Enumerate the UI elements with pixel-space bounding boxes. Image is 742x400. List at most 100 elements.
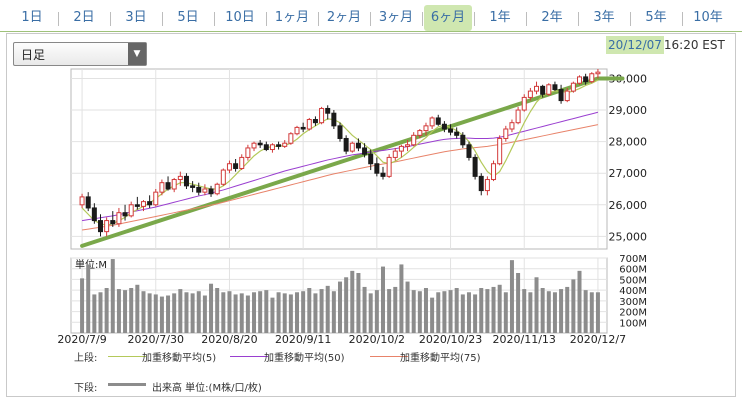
volume-bar (393, 286, 398, 333)
candle-body (472, 156, 478, 177)
candle-body (153, 191, 159, 206)
tab-10[interactable]: 1年 (489, 10, 511, 25)
volume-bar (209, 283, 214, 333)
volume-bar (270, 297, 275, 333)
candle-body (183, 175, 189, 187)
tab-separator (110, 12, 111, 26)
candle-body (540, 85, 546, 95)
candle-body (509, 122, 515, 130)
volume-bar (436, 292, 441, 333)
tab-14[interactable]: 10年 (693, 10, 723, 25)
candle-body (300, 126, 306, 130)
candle-body (392, 150, 398, 158)
candle-body (362, 147, 368, 155)
volume-bar (233, 294, 238, 333)
timestamp-date: 20/12/07 (606, 36, 664, 54)
tab-4[interactable]: 5日 (177, 10, 199, 25)
candle-body (380, 172, 386, 177)
legend-volume-swatch (108, 383, 146, 386)
volume-bar (184, 292, 189, 333)
volume-bar (282, 293, 287, 333)
candle-body (263, 144, 269, 151)
tab-separator (370, 12, 371, 26)
tab-separator (682, 12, 683, 26)
legend-lower-label: 下段: (74, 383, 98, 394)
candle-body (515, 109, 521, 124)
candle-body (343, 137, 349, 152)
tab-separator (630, 12, 631, 26)
ma75-line (81, 124, 599, 231)
tab-5[interactable]: 10日 (225, 10, 255, 25)
tab-2[interactable]: 2日 (73, 10, 95, 25)
candle-body (91, 207, 97, 222)
legend-ma75-swatch (370, 356, 408, 357)
volume-bar (534, 277, 539, 333)
chart-legend: 上段: 加重移動平均(5) 加重移動平均(50) 加重移動平均(75) 下段: … (70, 345, 610, 395)
volume-bar (460, 294, 465, 333)
volume-bar (423, 288, 428, 333)
legend-upper-label: 上段: (74, 353, 98, 364)
candle-body (208, 188, 214, 195)
candle-body (527, 90, 533, 98)
candle-body (411, 134, 417, 146)
volume-bar (258, 291, 263, 333)
candle-body (491, 163, 497, 181)
volume-bar (430, 297, 435, 333)
y-tick-label: 30,000 (609, 72, 648, 85)
candle-body (177, 175, 183, 181)
candle-body (503, 128, 509, 139)
tab-13[interactable]: 5年 (645, 10, 667, 25)
volume-bar (92, 294, 97, 333)
volume-bar (104, 288, 109, 333)
volume-bar (264, 290, 269, 333)
volume-bar (196, 291, 201, 333)
volume-bar (227, 291, 232, 333)
x-tick-label: 2020/10/2 (349, 333, 405, 346)
tab-6[interactable]: 1ヶ月 (274, 10, 310, 25)
candle-body (159, 182, 165, 193)
candle-body (325, 107, 331, 114)
volume-bar (362, 286, 367, 333)
x-tick-label: 2020/8/20 (201, 333, 257, 346)
volume-bar (325, 285, 330, 333)
candle-body (349, 142, 355, 152)
tab-9[interactable]: 6ヶ月 (424, 5, 472, 31)
chevron-down-icon[interactable]: ▼ (128, 43, 146, 65)
volume-bar (129, 288, 134, 333)
candle-body (583, 76, 589, 83)
volume-bar (473, 294, 478, 333)
x-tick-label: 2020/7/9 (57, 333, 106, 346)
volume-bar (147, 293, 152, 333)
tab-1[interactable]: 1日 (21, 10, 43, 25)
volume-tick-label: 300M (619, 297, 647, 308)
volume-bar (491, 286, 496, 333)
y-tick-label: 29,000 (609, 104, 648, 117)
candle-body (134, 204, 140, 207)
volume-bar (190, 293, 195, 333)
volume-bar (80, 278, 85, 333)
volume-tick-label: 500M (619, 275, 647, 286)
interval-select[interactable]: 日足 ▼ (13, 42, 147, 66)
legend-ma50: 加重移動平均(50) (264, 353, 345, 364)
candle-body (85, 196, 91, 209)
tab-7[interactable]: 2ヶ月 (326, 10, 362, 25)
tab-3[interactable]: 3日 (125, 10, 147, 25)
volume-bar (86, 264, 91, 333)
candle-body (546, 84, 552, 95)
volume-bar (245, 295, 250, 333)
candle-body (233, 163, 239, 169)
volume-bar (319, 289, 324, 333)
volume-bar (503, 292, 508, 333)
candle-body (454, 131, 460, 136)
tab-11[interactable]: 2年 (541, 10, 563, 25)
volume-bar (399, 264, 404, 333)
x-tick-label: 2020/12/7 (570, 333, 626, 346)
legend-ma5-swatch (108, 356, 146, 357)
volume-bar (497, 284, 502, 333)
legend-ma50-swatch (230, 356, 268, 357)
tab-8[interactable]: 3ヶ月 (378, 10, 414, 25)
volume-bar (307, 288, 312, 333)
candle-body (337, 125, 343, 139)
tab-12[interactable]: 3年 (593, 10, 615, 25)
candle-body (405, 144, 411, 147)
